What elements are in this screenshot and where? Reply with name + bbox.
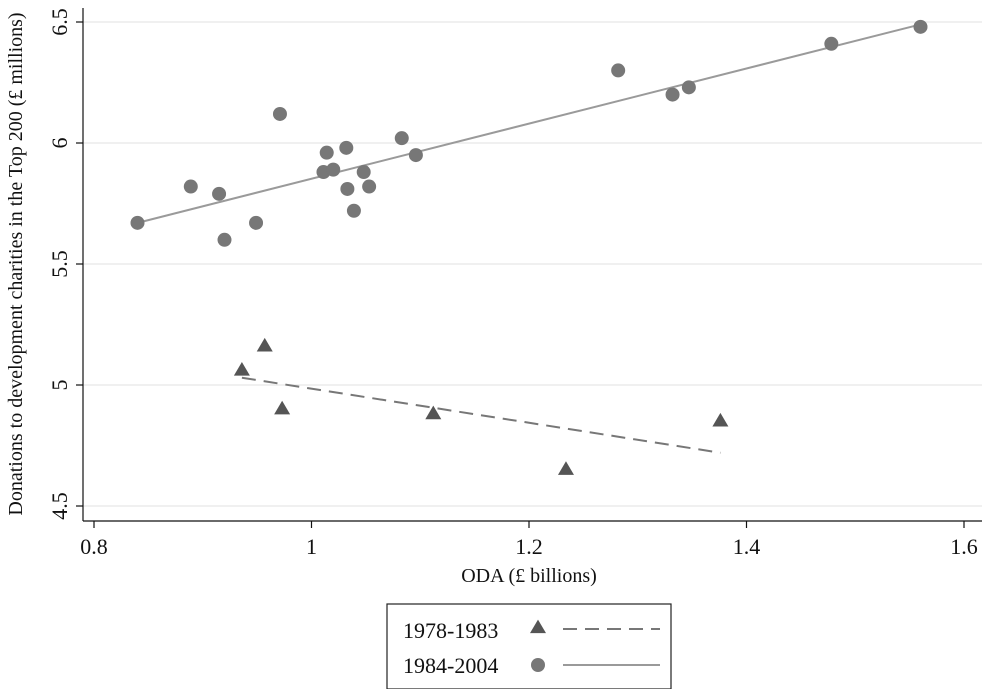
circle-point: [611, 63, 626, 78]
data-points: [130, 19, 928, 475]
circle-point: [326, 162, 341, 177]
x-tick-label: 0.8: [80, 534, 108, 559]
triangle-point: [557, 461, 574, 475]
circle-point: [212, 186, 227, 201]
x-tick-label: 1.6: [950, 534, 978, 559]
x-axis-title: ODA (£ billions): [461, 565, 597, 587]
legend-marks: [530, 619, 660, 672]
gridlines: [83, 21, 982, 507]
circle-point: [217, 232, 232, 247]
circle-point: [339, 140, 354, 155]
x-tick-label: 1.2: [515, 534, 543, 559]
legend-label-1984-2004: 1984-2004: [403, 653, 498, 678]
circle-point: [824, 36, 839, 51]
y-axis-title: Donations to development charities in th…: [5, 12, 27, 515]
circle-point: [356, 165, 371, 180]
circle-point: [913, 19, 928, 34]
circle-point: [394, 131, 409, 146]
circle-point: [249, 215, 264, 230]
circle-point: [408, 148, 423, 163]
y-tick-label: 6: [47, 138, 72, 149]
fit-line-1984-2004: [137, 23, 921, 224]
circle-point: [665, 87, 680, 102]
legend: 1978-1983 1984-2004: [386, 603, 672, 689]
circle-point: [130, 215, 145, 230]
triangle-point: [274, 400, 291, 415]
triangle-point: [233, 362, 250, 376]
triangle-point: [425, 405, 442, 420]
legend-label-1978-1983: 1978-1983: [403, 618, 498, 643]
legend-circle-marker: [531, 658, 545, 672]
circle-point: [681, 80, 696, 95]
circle-point: [340, 181, 355, 196]
circle-point: [362, 179, 377, 194]
axes: 4.5 5 5.5 6 6.5 0.8 1 1.2 1.4 1.6: [47, 8, 982, 559]
y-tick-label: 5.5: [47, 250, 72, 278]
x-tick-label: 1.4: [733, 534, 761, 559]
legend-triangle-marker: [530, 619, 546, 634]
y-tick-label: 5: [47, 380, 72, 391]
fit-lines: [137, 23, 921, 454]
circle-point: [183, 179, 198, 194]
circle-point: [272, 106, 287, 121]
triangle-point: [256, 337, 273, 352]
x-tick-label: 1: [306, 534, 317, 559]
circle-point: [346, 203, 361, 218]
triangle-point: [712, 412, 729, 427]
fit-line-1978-1983: [241, 376, 721, 454]
y-tick-label: 4.5: [47, 492, 72, 520]
y-tick-label: 6.5: [47, 8, 72, 36]
circle-point: [319, 145, 334, 160]
legend-box: [386, 603, 672, 689]
